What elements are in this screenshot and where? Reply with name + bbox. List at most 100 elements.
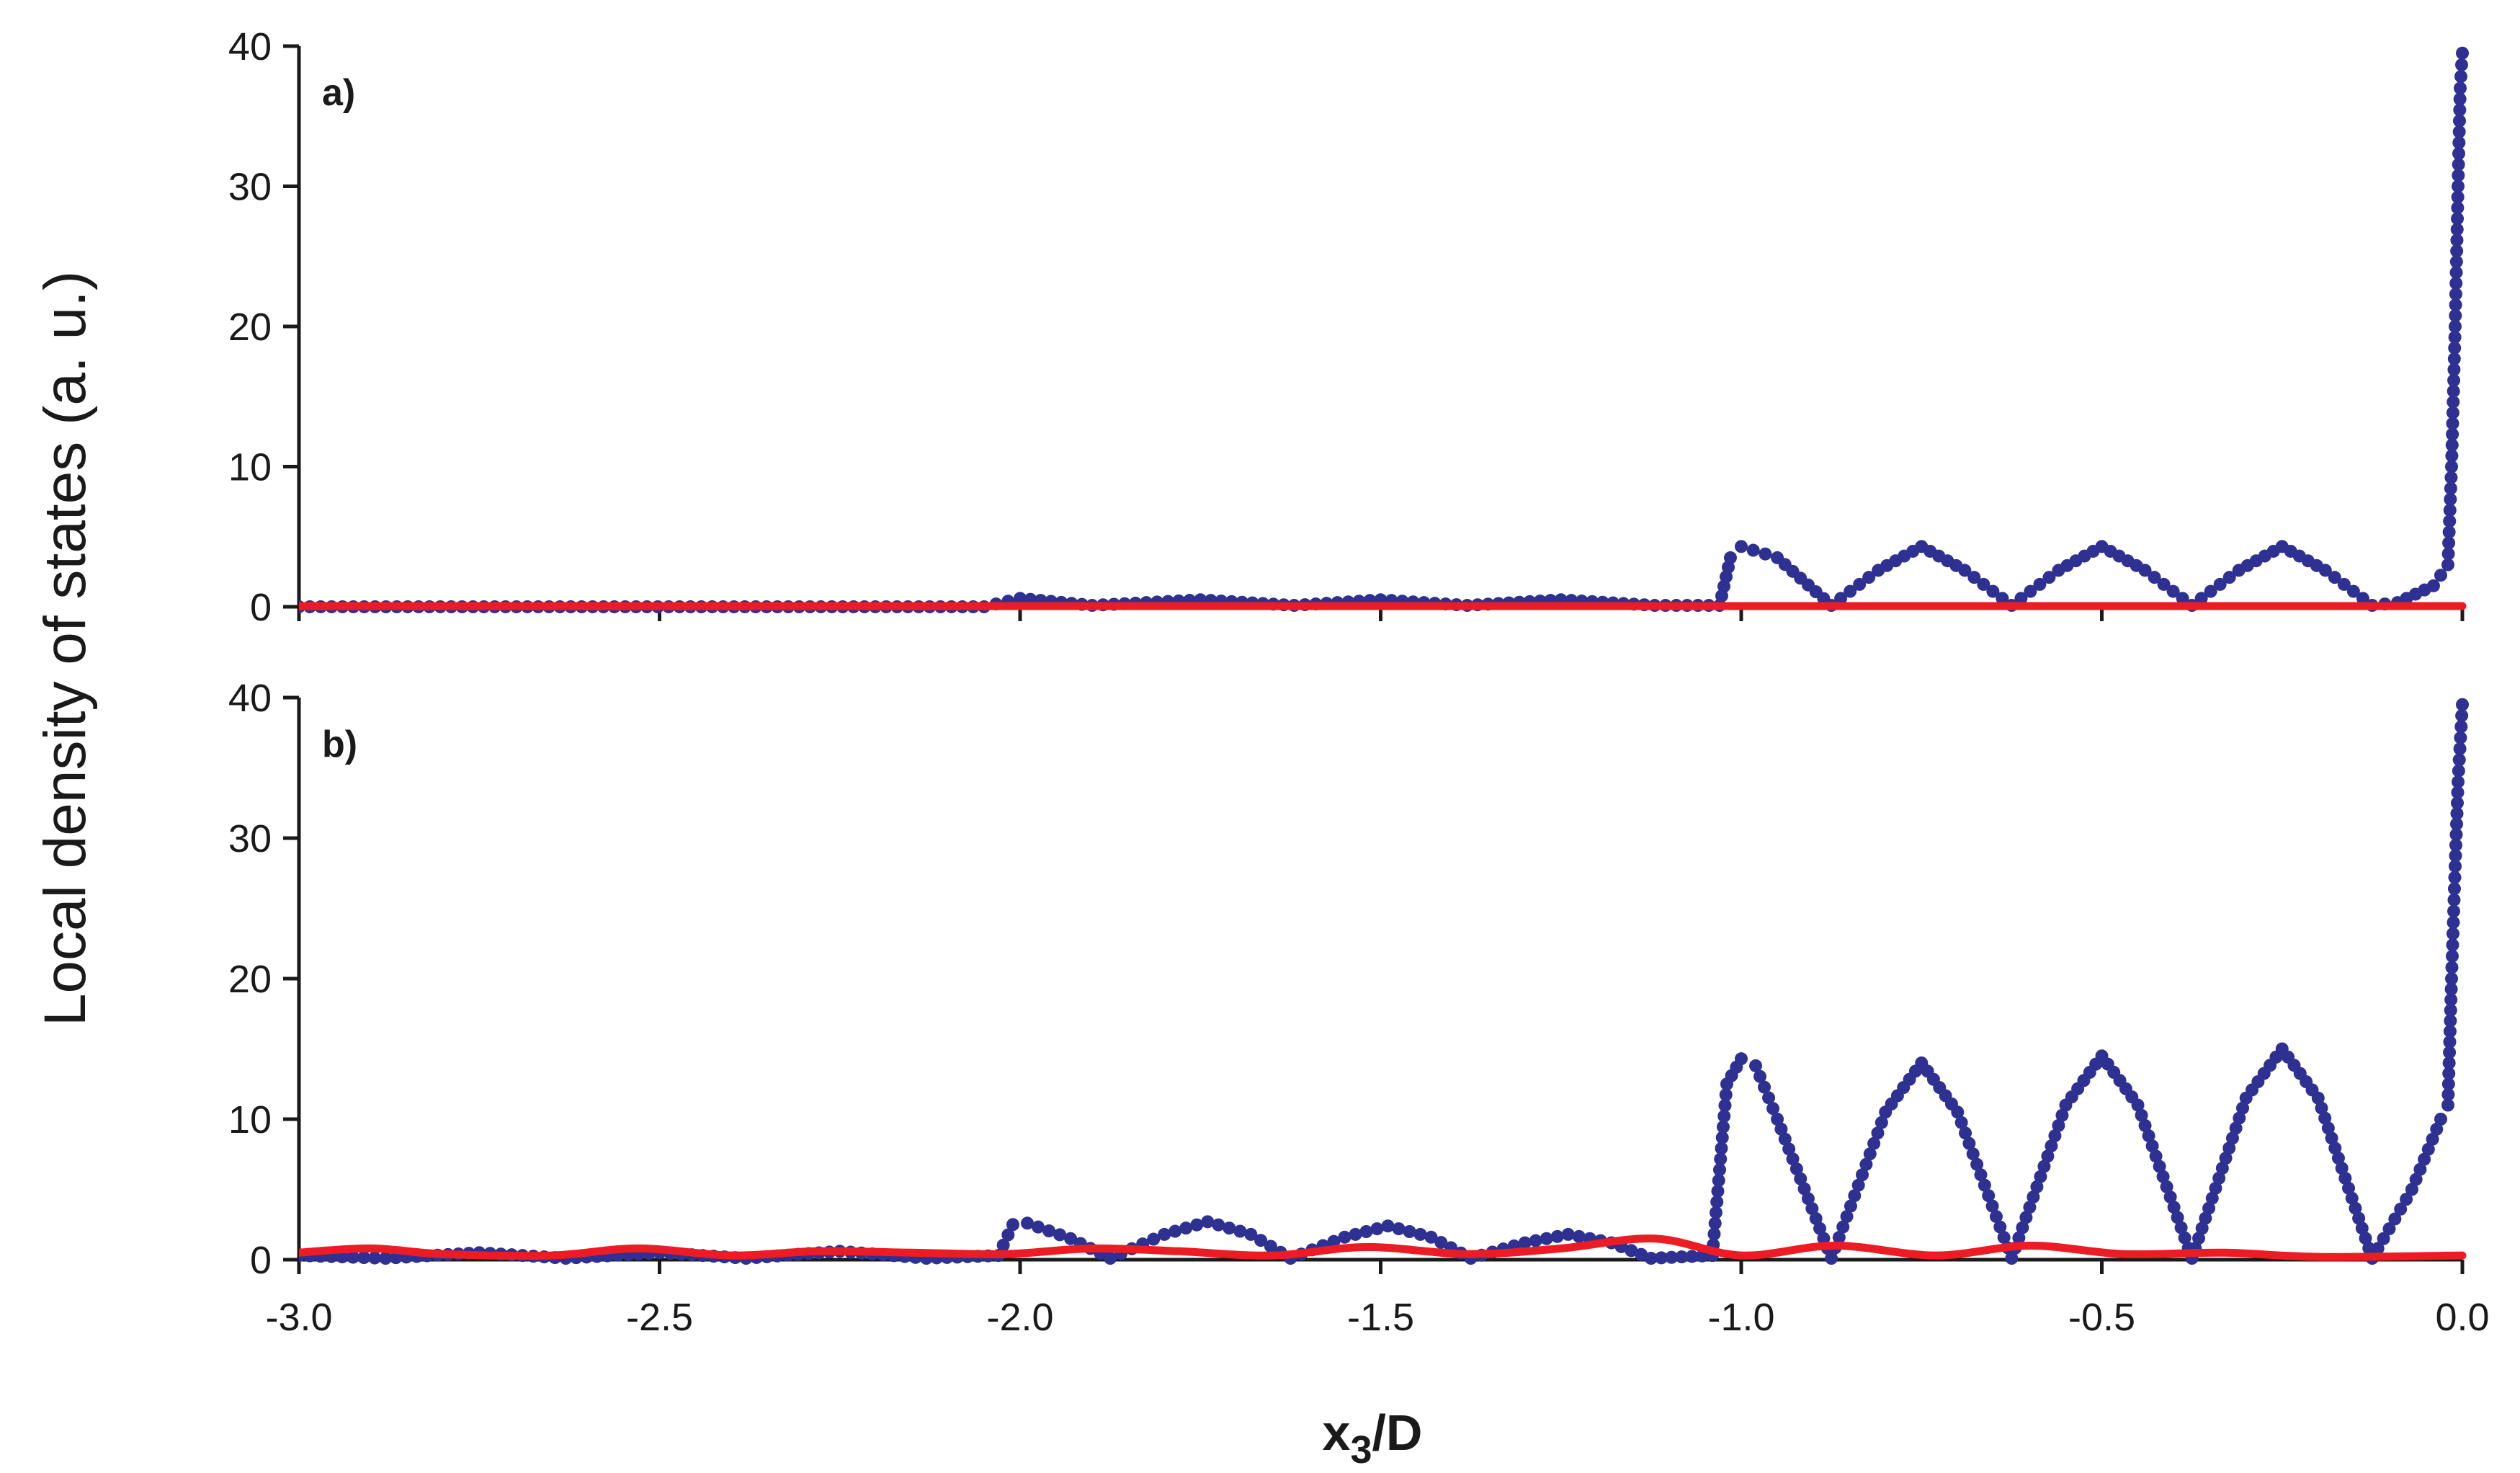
data-point <box>2449 849 2462 863</box>
data-point <box>2394 1202 2408 1216</box>
data-point <box>1753 1069 1767 1083</box>
data-point <box>1710 1195 1724 1209</box>
data-point <box>1856 1168 1869 1182</box>
data-point <box>2443 1025 2457 1038</box>
data-point <box>1951 1105 1965 1119</box>
data-point <box>1759 547 1772 561</box>
data-point <box>1264 1240 1277 1253</box>
data-point <box>2192 1232 2206 1245</box>
data-point <box>2342 1181 2356 1195</box>
data-point <box>2449 255 2463 269</box>
data-point <box>1212 1218 1225 1232</box>
data-point <box>2377 1232 2390 1245</box>
data-point <box>2430 1122 2444 1136</box>
data-point <box>1635 1247 1648 1261</box>
data-point <box>2212 1171 2226 1185</box>
data-point <box>2157 577 2171 591</box>
data-point <box>2443 1046 2457 1059</box>
data-point <box>1844 584 1857 598</box>
data-point <box>1540 1232 1553 1245</box>
x-axis-label-subscript: 3 <box>1350 1428 1372 1472</box>
data-point <box>1714 1152 1728 1166</box>
data-point <box>1370 1222 1384 1236</box>
data-point <box>2444 993 2458 1007</box>
x-tick-label: -2.0 <box>986 1296 1053 1339</box>
data-point <box>389 1251 403 1265</box>
data-point <box>2145 1139 2159 1153</box>
data-point <box>1848 1189 1862 1203</box>
data-point <box>2349 1201 2362 1215</box>
data-point <box>1644 1252 1658 1265</box>
data-point <box>1805 1202 1819 1216</box>
data-point <box>2449 309 2462 323</box>
data-point <box>2016 1221 2029 1234</box>
data-point <box>2443 515 2457 528</box>
data-point <box>2382 1222 2396 1236</box>
x-tick-label: -2.5 <box>626 1296 693 1339</box>
data-point <box>2405 1183 2418 1196</box>
x-tick-label: -3.0 <box>265 1296 332 1339</box>
data-point <box>1996 592 2009 605</box>
panel-label: b) <box>322 724 357 765</box>
data-point <box>1967 571 1981 584</box>
data-point <box>1223 1221 1236 1235</box>
plot-area <box>299 698 2469 1265</box>
data-point <box>1844 1199 1857 1213</box>
data-point <box>1989 1210 2003 1224</box>
data-point <box>1836 1220 1850 1234</box>
data-point <box>2055 1108 2069 1122</box>
data-point <box>2156 1170 2170 1183</box>
data-point <box>2426 1132 2439 1146</box>
data-point <box>2451 201 2465 215</box>
data-point <box>2171 1211 2184 1224</box>
data-point <box>1974 1168 1988 1182</box>
data-point <box>2450 244 2464 258</box>
x-axis-label: x3/D <box>1323 1405 1423 1472</box>
data-point <box>1853 577 1867 591</box>
x-tick-label: -0.5 <box>2068 1296 2135 1339</box>
data-point <box>2442 1067 2456 1080</box>
data-point <box>2328 1142 2342 1155</box>
data-point <box>2321 1121 2335 1135</box>
data-point <box>2204 584 2217 598</box>
data-point <box>2446 938 2459 952</box>
data-point <box>1985 1199 1999 1213</box>
data-point <box>2452 764 2465 778</box>
data-point <box>1817 1232 1831 1245</box>
data-point <box>1766 1102 1780 1116</box>
data-point <box>1518 1236 1532 1250</box>
data-point <box>2456 46 2469 60</box>
data-point <box>1962 1136 1976 1150</box>
data-point <box>2445 438 2459 452</box>
data-point <box>1032 1220 1045 1234</box>
data-point <box>2444 1014 2457 1028</box>
data-point <box>1851 1178 1865 1192</box>
data-point <box>1715 1131 1729 1144</box>
data-point <box>2445 961 2459 974</box>
data-point <box>2448 341 2462 355</box>
data-point <box>1434 1236 1448 1250</box>
data-point <box>1762 1091 1776 1105</box>
data-point <box>1001 1228 1015 1242</box>
data-point <box>2443 1035 2457 1049</box>
data-point <box>2052 1118 2065 1132</box>
data-point <box>1832 1231 1846 1245</box>
data-point <box>2450 796 2464 810</box>
data-point <box>2194 592 2208 605</box>
data-point <box>1327 1234 1341 1248</box>
data-point <box>2135 1108 2148 1122</box>
data-point <box>1233 1224 1247 1238</box>
data-point <box>1863 1147 1877 1161</box>
data-point <box>2444 982 2458 996</box>
y-tick-label: 40 <box>228 677 272 720</box>
data-point <box>2451 786 2465 799</box>
data-point <box>2149 1149 2163 1163</box>
data-point <box>2449 828 2463 842</box>
data-point <box>2453 81 2467 95</box>
data-point <box>2452 114 2466 128</box>
data-point <box>1986 584 2000 598</box>
data-point <box>2409 1172 2423 1186</box>
data-point <box>1550 1229 1564 1243</box>
data-point <box>2202 1201 2216 1215</box>
data-point <box>2447 893 2461 907</box>
